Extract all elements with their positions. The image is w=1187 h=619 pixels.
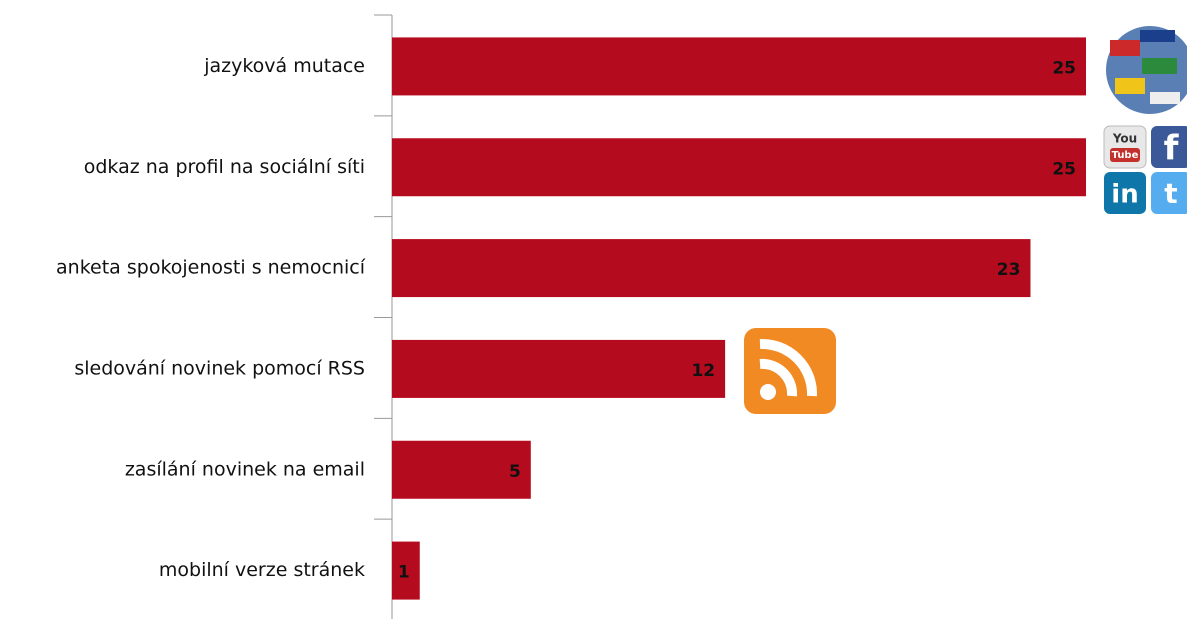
value-label: 1 — [398, 563, 410, 583]
category-label: mobilní verze stránek — [159, 559, 365, 581]
bar — [392, 440, 531, 499]
category-label: jazyková mutace — [203, 55, 365, 77]
category-label: zasílání novinek na email — [125, 458, 365, 480]
svg-text:t: t — [1164, 177, 1177, 210]
bar — [392, 541, 420, 600]
svg-text:You: You — [1112, 132, 1137, 146]
bar — [392, 138, 1086, 197]
value-label: 5 — [509, 462, 521, 482]
bar — [392, 37, 1086, 96]
category-label: sledování novinek pomocí RSS — [74, 357, 365, 379]
globe-icon — [1106, 26, 1187, 114]
svg-text:Tube: Tube — [1112, 150, 1139, 161]
category-label: anketa spokojenosti s nemocnicí — [56, 257, 366, 279]
value-label: 25 — [1052, 159, 1076, 179]
bar — [392, 239, 1031, 298]
svg-text:in: in — [1111, 180, 1138, 210]
value-label: 12 — [691, 361, 715, 381]
social-icons: You Tube f in t — [1103, 125, 1187, 214]
svg-text:f: f — [1164, 129, 1180, 169]
value-label: 23 — [997, 260, 1021, 280]
rss-icon — [744, 328, 836, 414]
category-label: odkaz na profil na sociální síti — [84, 156, 365, 178]
bar — [392, 339, 726, 398]
value-label: 25 — [1052, 58, 1076, 78]
